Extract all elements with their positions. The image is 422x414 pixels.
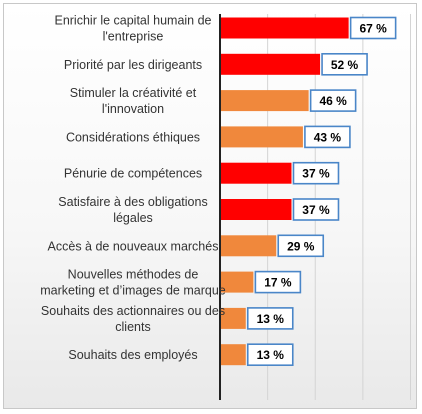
data-label-box <box>309 89 357 112</box>
category-label-line: Satisfaire à des obligations <box>58 195 207 209</box>
data-label-box <box>277 234 325 258</box>
bar <box>221 17 349 39</box>
category-label: Enrichir le capital humain de l'entrepris… <box>54 14 211 44</box>
bar <box>221 90 309 112</box>
category-label-line: l'innovation <box>102 102 164 116</box>
category-label: Accès à de nouveaux marchés <box>48 239 219 253</box>
category-label: Stimuler la créativité et l'innovation <box>70 86 197 116</box>
category-label-line: Souhaits des employés <box>68 348 197 362</box>
category-label: Pénurie de compétences <box>64 167 202 181</box>
bar <box>221 344 246 366</box>
category-label: Souhaits des employés <box>68 348 197 362</box>
category-label-line: Considérations éthiques <box>66 130 200 144</box>
category-label-line: Nouvelles méthodes de <box>68 268 199 282</box>
category-label-line: clients <box>115 320 150 334</box>
data-label-text: 52 % <box>331 58 359 72</box>
bar <box>221 307 246 329</box>
bar <box>221 126 303 148</box>
category-label-line: Priorité par les dirigeants <box>64 58 202 72</box>
data-label-text: 43 % <box>314 130 342 144</box>
data-label-text: 13 % <box>257 348 285 362</box>
bar <box>221 162 292 184</box>
data-label-box <box>246 307 294 330</box>
data-label: 43 % <box>304 125 351 149</box>
data-label-text: 37 % <box>302 203 330 217</box>
bar <box>221 199 292 220</box>
data-label-text: 67 % <box>359 22 387 36</box>
category-label-line: légales <box>113 211 153 225</box>
data-label: 13 % <box>246 307 294 330</box>
category-labels: Enrichir le capital humain de l'entrepris… <box>40 14 226 363</box>
data-label-box <box>321 52 368 76</box>
data-label: 29 % <box>277 234 325 258</box>
category-label-line: Pénurie de compétences <box>64 167 202 181</box>
data-label-box <box>304 125 351 149</box>
data-label: 17 % <box>254 270 302 294</box>
category-label: Nouvelles méthodes de marketing et d’imag… <box>40 268 226 298</box>
data-label-box <box>292 198 340 221</box>
data-label-box <box>292 161 340 185</box>
value-labels: 67 % 52 % 46 % 43 % 37 % 37 % 29 % 17 % 13 % 13 % <box>246 16 397 367</box>
data-label-text: 37 % <box>302 167 330 181</box>
bar <box>221 53 321 75</box>
category-label-line: marketing et d’images de marque <box>40 284 226 298</box>
category-label-line: Stimuler la créativité et <box>70 86 197 100</box>
data-label: 67 % <box>349 16 397 40</box>
category-label-line: Enrichir le capital humain de <box>54 14 211 28</box>
data-label-box <box>246 343 294 367</box>
bar-chart: Enrichir le capital humain de l'entrepris… <box>40 14 411 400</box>
bar <box>221 235 277 257</box>
chart-frame: Enrichir le capital humain de l'entrepris… <box>3 3 417 409</box>
data-label-text: 29 % <box>287 239 315 253</box>
bars <box>221 17 349 366</box>
data-label: 52 % <box>321 52 368 76</box>
category-label-line: l'entreprise <box>103 30 164 44</box>
data-label-text: 46 % <box>319 94 347 108</box>
category-label: Satisfaire à des obligations légales <box>58 195 207 225</box>
data-label-box <box>254 270 302 294</box>
data-label: 46 % <box>309 89 357 112</box>
bar <box>221 271 254 293</box>
category-label: Priorité par les dirigeants <box>64 58 202 72</box>
data-label-box <box>349 16 397 40</box>
category-label: Souhaits des actionnaires ou des clients <box>41 304 225 334</box>
data-label: 37 % <box>292 161 340 185</box>
data-label-text: 13 % <box>257 312 285 326</box>
category-label: Considérations éthiques <box>66 130 200 144</box>
data-label: 37 % <box>292 198 340 221</box>
data-label-text: 17 % <box>264 276 292 290</box>
category-label-line: Accès à de nouveaux marchés <box>48 239 219 253</box>
data-label: 13 % <box>246 343 294 367</box>
category-label-line: Souhaits des actionnaires ou des <box>41 304 225 318</box>
